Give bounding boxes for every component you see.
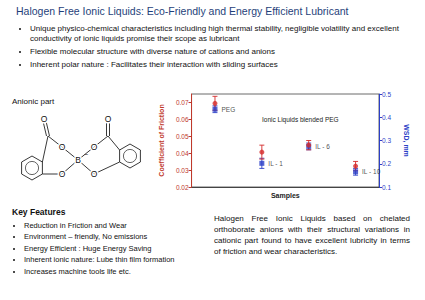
svg-text:0.4: 0.4 — [382, 114, 391, 121]
svg-text:O: O — [41, 114, 48, 124]
svg-text:O: O — [59, 169, 66, 179]
html-text:Inherent polar nature : Facili: Inherent polar nature : Facilitates thei… — [30, 60, 278, 69]
svg-text:0.07: 0.07 — [176, 99, 189, 106]
svg-text:0.02: 0.02 — [176, 184, 189, 191]
svg-text:O: O — [105, 114, 112, 124]
svg-text:Anionic part: Anionic part — [12, 97, 55, 106]
html-text:Halogen Free Ionic Liquids: Ec: Halogen Free Ionic Liquids: Eco-Friendly… — [16, 5, 349, 17]
html-text:Reduction in Friction and Wear: Reduction in Friction and Wear — [24, 220, 127, 230]
svg-text:0.03: 0.03 — [176, 167, 189, 174]
html-text:Halogen Free Ionic Liquids bas: Halogen Free Ionic Liquids based on chel… — [214, 214, 410, 256]
svg-text:0.05: 0.05 — [176, 133, 189, 140]
svg-text:WSD, mm: WSD, mm — [402, 124, 410, 157]
svg-text:IL - 1: IL - 1 — [268, 160, 283, 167]
html-text:Inherent ionic nature: Lube th: Inherent ionic nature: Lube thin film fo… — [24, 255, 175, 264]
html-text:Unique physico-chemical charac: Unique physico-chemical characteristics … — [30, 24, 399, 43]
svg-text:IL - 10: IL - 10 — [362, 168, 381, 175]
svg-text:O: O — [91, 142, 98, 152]
svg-text:0.04: 0.04 — [176, 150, 189, 157]
svg-text:IL - 6: IL - 6 — [315, 143, 330, 150]
svg-text:O: O — [59, 142, 66, 152]
svg-text:PEG: PEG — [221, 106, 235, 113]
svg-text:Samples: Samples — [271, 192, 300, 200]
svg-text:B: B — [75, 155, 81, 165]
svg-text:−: − — [84, 151, 88, 158]
svg-text:0.06: 0.06 — [176, 116, 189, 123]
svg-text:Ionic Liquids blended PEG: Ionic Liquids blended PEG — [262, 116, 339, 124]
html-text:Environment – friendly, No emi: Environment – friendly, No emissions — [24, 232, 148, 241]
svg-text:0.5: 0.5 — [382, 91, 391, 98]
html-text:Flexible molecular structure w: Flexible molecular structure with divers… — [30, 47, 275, 56]
svg-text:0.1: 0.1 — [382, 184, 391, 191]
svg-text:O: O — [91, 169, 98, 179]
svg-text:0.3: 0.3 — [382, 137, 391, 144]
svg-text:Coefficient of Friction: Coefficient of Friction — [158, 104, 165, 176]
html-text:Energy Efficient : Huge Energy: Energy Efficient : Huge Energy Saving — [24, 243, 152, 253]
svg-text:0.2: 0.2 — [382, 160, 391, 167]
html-text:Increases machine tools life e: Increases machine tools life etc. — [24, 266, 131, 276]
html-text:Key Features: Key Features — [12, 207, 66, 217]
